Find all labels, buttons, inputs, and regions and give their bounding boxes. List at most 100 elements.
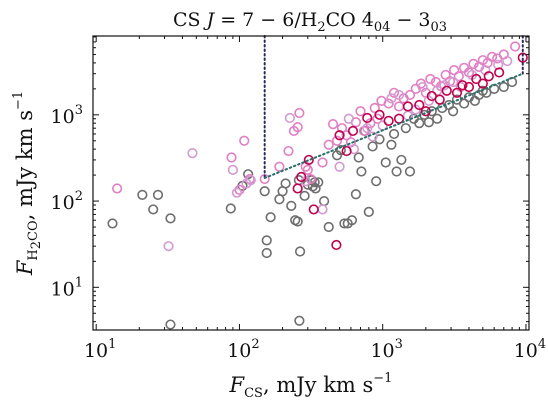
x-axis-exponent: −1 bbox=[373, 371, 392, 386]
data-point-light_pink-2 bbox=[234, 184, 245, 195]
y-axis-subscript-h: H bbox=[26, 249, 41, 260]
data-point-orchid-23 bbox=[448, 76, 459, 88]
data-point-gray-40 bbox=[363, 206, 374, 217]
data-point-crimson-23 bbox=[483, 71, 494, 82]
data-point-gray-61 bbox=[459, 98, 470, 109]
y-tick-label: 101 bbox=[51, 275, 83, 300]
data-point-light_pink-42 bbox=[453, 71, 464, 82]
data-point-light_pink-32 bbox=[404, 89, 416, 101]
y-tick-label: 103 bbox=[51, 103, 83, 128]
title-upper-level: 04 bbox=[374, 20, 391, 35]
title-dash: − 3 bbox=[390, 9, 430, 31]
data-point-orchid-1 bbox=[187, 147, 198, 159]
data-point-gray-30 bbox=[323, 221, 334, 233]
data-point-crimson-10 bbox=[383, 115, 394, 126]
data-point-orchid-16 bbox=[393, 89, 405, 101]
data-point-orchid-21 bbox=[432, 85, 443, 96]
data-point-gray-11 bbox=[261, 235, 272, 246]
data-point-light_pink-25 bbox=[369, 102, 380, 114]
data-point-light_pink-13 bbox=[305, 173, 316, 185]
x-tick-label: 101 bbox=[84, 337, 116, 362]
data-point-crimson-5 bbox=[334, 130, 345, 141]
data-point-gray-21 bbox=[294, 246, 306, 257]
data-point-gray-18 bbox=[292, 216, 303, 227]
data-point-crimson-24 bbox=[494, 67, 505, 78]
data-point-gray-2 bbox=[148, 204, 159, 215]
data-point-light_pink-41 bbox=[448, 64, 460, 76]
data-point-light_pink-33 bbox=[410, 83, 421, 94]
data-point-crimson-7 bbox=[347, 125, 359, 137]
y-axis-title: FH2CO, mJy km s−1 bbox=[11, 91, 44, 276]
data-point-orchid-12 bbox=[362, 123, 373, 134]
data-point-crimson-8 bbox=[362, 112, 373, 124]
data-point-crimson-9 bbox=[374, 109, 385, 120]
x-axis-unit: , mJy km s bbox=[263, 373, 373, 397]
y-axis-subscript-2: 2 bbox=[29, 241, 44, 249]
chart-title: CS J = 7 − 6/H2CO 404 − 303 bbox=[173, 9, 447, 35]
data-point-crimson-3 bbox=[308, 204, 319, 215]
data-point-orchid-5 bbox=[245, 175, 256, 186]
data-point-orchid-3 bbox=[231, 187, 243, 198]
y-tick-label: 102 bbox=[51, 189, 83, 214]
data-point-crimson-0 bbox=[292, 183, 303, 194]
data-point-crimson-13 bbox=[414, 99, 425, 111]
data-point-gray-50 bbox=[404, 166, 416, 177]
data-marks bbox=[107, 41, 528, 330]
data-point-light_pink-1 bbox=[226, 152, 237, 163]
data-point-light_pink-23 bbox=[358, 125, 370, 137]
data-point-orchid-11 bbox=[348, 144, 360, 155]
data-point-crimson-17 bbox=[441, 85, 452, 96]
data-point-light_pink-15 bbox=[323, 139, 334, 150]
x-tick-label: 104 bbox=[514, 337, 546, 362]
x-axis-subscript: CS bbox=[244, 386, 263, 401]
data-point-gray-36 bbox=[350, 189, 362, 200]
data-point-gray-46 bbox=[388, 128, 400, 140]
data-point-crimson-1 bbox=[296, 171, 307, 183]
data-point-light_pink-45 bbox=[468, 58, 479, 69]
data-point-crimson-12 bbox=[402, 101, 414, 112]
data-point-light_pink-29 bbox=[388, 87, 400, 98]
data-point-crimson-22 bbox=[477, 78, 488, 89]
x-tick-label: 102 bbox=[227, 337, 259, 362]
data-point-gray-20 bbox=[294, 315, 305, 326]
data-point-light_pink-7 bbox=[283, 145, 294, 157]
data-point-gray-24 bbox=[306, 175, 317, 186]
data-point-orchid-10 bbox=[343, 113, 354, 124]
data-point-gray-41 bbox=[367, 141, 378, 152]
data-point-orchid-8 bbox=[317, 204, 328, 215]
data-point-light_pink-24 bbox=[365, 118, 376, 129]
data-point-light_pink-52 bbox=[510, 41, 521, 52]
title-prefix: CS bbox=[173, 9, 207, 31]
plot-frame bbox=[92, 35, 530, 331]
data-point-gray-52 bbox=[414, 118, 425, 129]
data-point-gray-38 bbox=[356, 166, 367, 177]
data-point-crimson-6 bbox=[341, 145, 352, 157]
data-point-orchid-9 bbox=[334, 161, 345, 172]
data-point-gray-10 bbox=[261, 247, 272, 259]
y-axis-subscript-tail: CO bbox=[26, 220, 41, 241]
data-point-light_pink-6 bbox=[274, 161, 285, 172]
data-point-light_pink-17 bbox=[331, 135, 343, 146]
data-point-gray-49 bbox=[400, 123, 411, 134]
data-point-gray-37 bbox=[353, 152, 364, 163]
data-point-gray-12 bbox=[265, 212, 276, 223]
guide-line-1 bbox=[263, 72, 524, 180]
data-point-orchid-27 bbox=[493, 59, 504, 70]
data-point-light_pink-18 bbox=[336, 123, 348, 134]
data-point-light_pink-10 bbox=[294, 107, 305, 119]
data-point-light_pink-12 bbox=[302, 164, 313, 175]
data-point-crimson-16 bbox=[434, 94, 445, 105]
y-axis-exponent: −1 bbox=[11, 91, 26, 110]
title-molecule: CO 4 bbox=[326, 9, 374, 31]
data-point-gray-6 bbox=[225, 203, 236, 214]
data-point-orchid-19 bbox=[417, 81, 428, 93]
data-point-orchid-6 bbox=[284, 112, 296, 124]
y-axis-unit: , mJy km s bbox=[13, 110, 37, 220]
data-point-light_pink-14 bbox=[317, 157, 328, 168]
data-point-gray-32 bbox=[335, 144, 346, 156]
data-point-orchid-0 bbox=[163, 241, 174, 252]
title-j-symbol: J bbox=[203, 9, 216, 31]
data-point-crimson-18 bbox=[451, 87, 463, 98]
data-point-light_pink-0 bbox=[112, 183, 123, 194]
